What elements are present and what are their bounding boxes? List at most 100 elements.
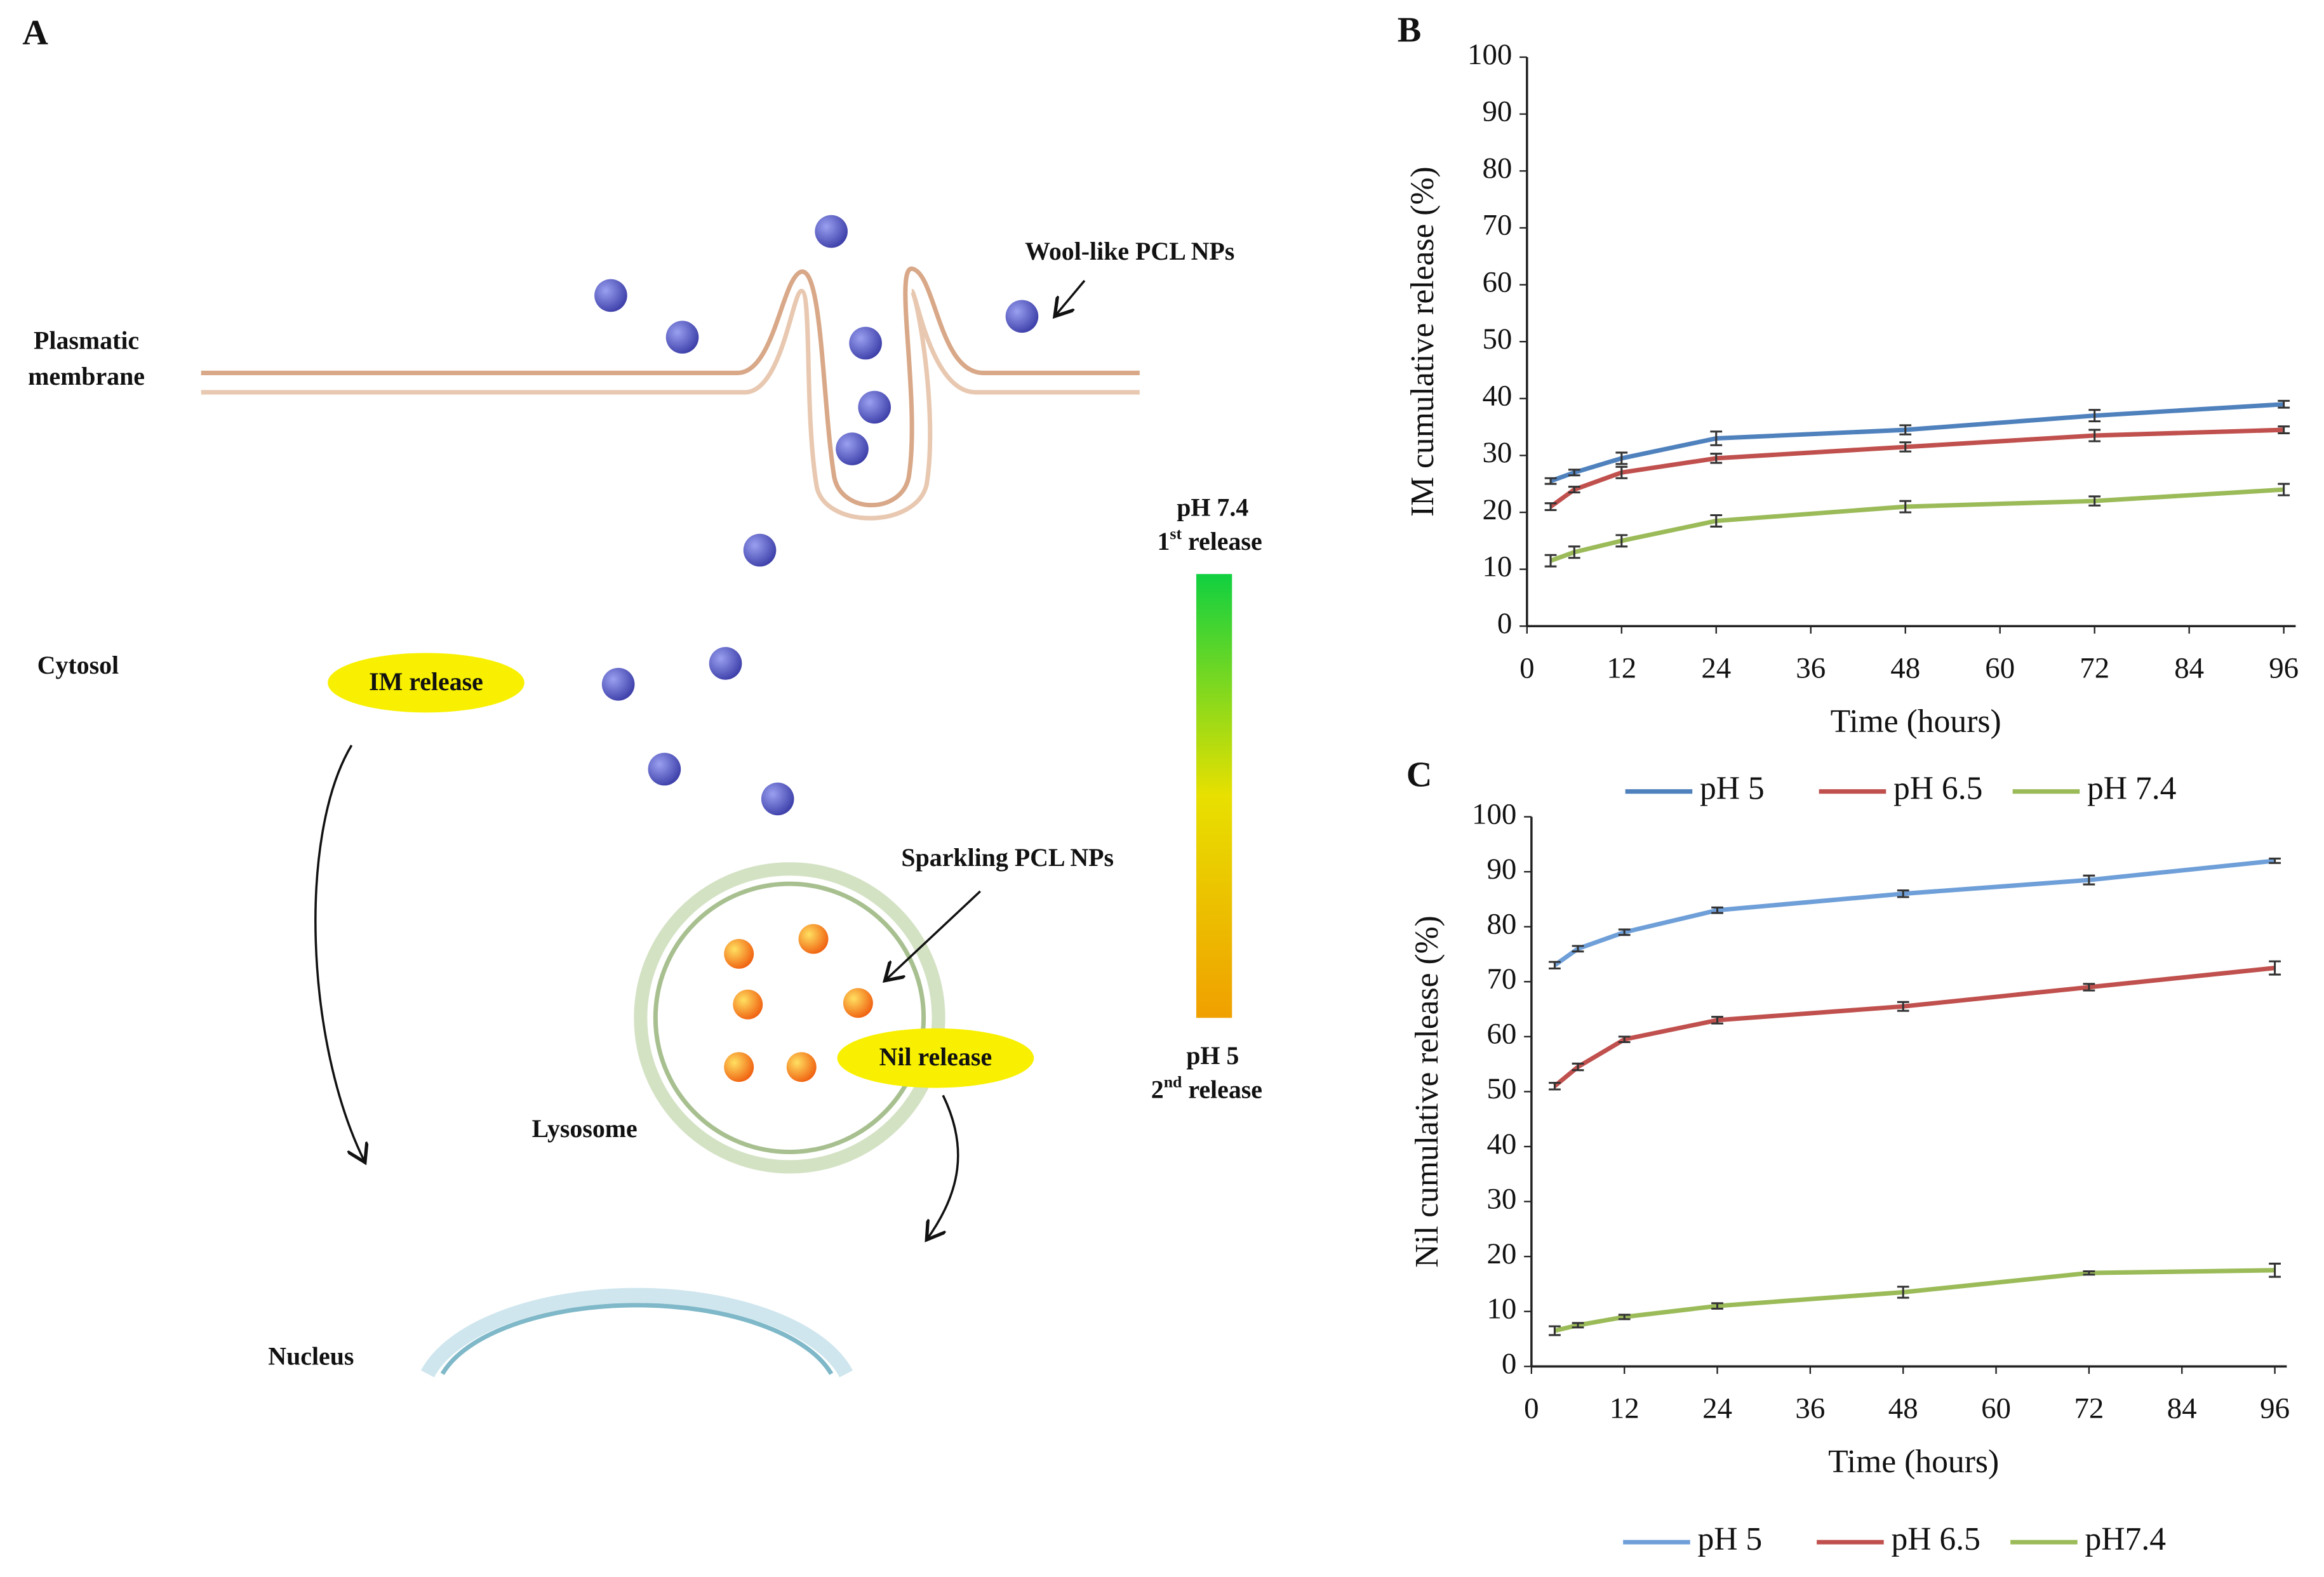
error-bar: [2269, 960, 2281, 976]
error-bar: [1549, 1325, 1561, 1336]
error-bar: [1711, 1302, 1723, 1310]
sparkling-nps: [724, 924, 873, 1082]
y-tick-label: 60: [1482, 265, 1512, 298]
error-bar: [2278, 482, 2290, 496]
y-tick-label: 0: [1502, 1347, 1516, 1380]
series-line: [1553, 858, 2275, 968]
x-tick-label: 12: [1606, 651, 1636, 684]
x-tick-label: 12: [1610, 1392, 1639, 1425]
error-bar: [1568, 486, 1580, 494]
legend-label: pH 6.5: [1891, 1521, 1980, 1557]
error-bar: [1899, 441, 1912, 453]
y-tick-label: 70: [1486, 962, 1516, 995]
y-axis-label: Nil cumulative release (%): [1409, 915, 1445, 1268]
panel-label: B: [1398, 10, 1422, 50]
error-bar: [1618, 1035, 1631, 1044]
error-bar: [1615, 534, 1628, 548]
y-tick-label: 50: [1482, 323, 1512, 356]
error-bar: [1618, 928, 1631, 936]
lysosome-outer: [634, 862, 945, 1174]
x-tick-label: 24: [1702, 1392, 1732, 1425]
nucleus-label: Nucleus: [268, 1342, 354, 1371]
error-bar: [1568, 469, 1580, 477]
error-bar: [2088, 409, 2101, 423]
x-tick-label: 36: [1796, 651, 1826, 684]
legend-label: pH7.4: [2085, 1521, 2166, 1557]
y-tick-label: 80: [1486, 907, 1516, 940]
x-axis-label: Time (hours): [1831, 703, 2001, 740]
error-bar: [1899, 500, 1912, 514]
error-bar: [2088, 429, 2101, 442]
im-release-label: IM release: [369, 667, 483, 696]
error-bar: [1544, 554, 1557, 568]
arrow: [926, 1095, 959, 1240]
chart: C 0 10 20 30 40 50 60 70 80 90 100 0 12 24 36 48 60 72 84 96…: [1406, 755, 2290, 1557]
y-tick-label: 100: [1472, 797, 1516, 830]
first-release-label: 1st release: [1157, 524, 1262, 556]
lysosome-label: Lysosome: [532, 1114, 638, 1143]
x-tick-label: 48: [1888, 1392, 1918, 1425]
y-tick-label: 90: [1482, 95, 1512, 128]
x-tick-label: 48: [1890, 651, 1920, 684]
y-tick-label: 50: [1486, 1072, 1516, 1105]
error-bar: [2083, 874, 2095, 886]
y-tick-label: 100: [1467, 38, 1512, 71]
error-bar: [2269, 857, 2281, 864]
y-tick-label: 20: [1486, 1237, 1516, 1270]
error-bar: [2083, 983, 2095, 992]
error-bar: [1711, 1016, 1723, 1025]
y-tick-label: 60: [1486, 1018, 1516, 1051]
x-tick-label: 36: [1795, 1392, 1825, 1425]
error-bar: [1544, 502, 1557, 511]
error-bar: [1710, 453, 1723, 464]
nil-release-bubble: [837, 1028, 1034, 1088]
x-tick-label: 84: [2167, 1392, 2197, 1425]
cytosol-label: Cytosol: [37, 651, 119, 679]
chart: B 0 10 20 30 40 50 60 70 80 90 100 0 12 24 36 48 60 72 84 96…: [1398, 10, 2299, 806]
x-tick-label: 0: [1524, 1392, 1539, 1425]
x-axis-label: Time (hours): [1828, 1444, 1999, 1480]
x-tick-label: 84: [2174, 651, 2204, 684]
error-bar: [1615, 451, 1628, 465]
x-tick-label: 60: [1985, 651, 2015, 684]
y-tick-label: 90: [1486, 853, 1516, 886]
y-axis-label: IM cumulative release (%): [1405, 166, 1441, 517]
error-bar: [1568, 545, 1580, 559]
membrane-label: membrane: [28, 362, 145, 390]
y-tick-label: 80: [1482, 152, 1512, 185]
y-tick-label: 10: [1482, 550, 1512, 583]
ph-gradient-bar: [1196, 574, 1232, 1018]
error-bar: [1897, 1001, 1909, 1012]
x-tick-label: 0: [1519, 651, 1534, 684]
membrane-label: Plasmatic: [34, 326, 139, 355]
wool-label: Wool-like PCL NPs: [1025, 237, 1234, 265]
y-tick-label: 0: [1497, 607, 1512, 640]
error-bar: [2278, 425, 2290, 434]
ph-high-label: pH 7.4: [1177, 493, 1248, 521]
legend-label: pH 5: [1700, 771, 1765, 807]
sparkling-label: Sparkling PCL NPs: [901, 843, 1114, 872]
ph-low-label: pH 5: [1186, 1041, 1239, 1070]
error-bar: [1710, 514, 1723, 528]
y-tick-label: 40: [1482, 380, 1512, 413]
x-tick-label: 96: [2269, 651, 2299, 684]
error-bar: [1572, 945, 1584, 953]
y-tick-label: 40: [1486, 1128, 1516, 1161]
y-tick-label: 10: [1486, 1293, 1516, 1326]
error-bar: [1897, 889, 1909, 898]
y-tick-label: 20: [1482, 493, 1512, 526]
arrow: [314, 745, 365, 1162]
x-tick-label: 72: [2074, 1392, 2104, 1425]
error-bar: [2269, 1262, 2281, 1278]
legend-label: pH 7.4: [2087, 771, 2177, 807]
nucleus-membrane: [420, 1288, 853, 1378]
panel-label: A: [22, 13, 48, 53]
legend-label: pH 5: [1697, 1521, 1762, 1557]
error-bar: [1572, 1062, 1584, 1072]
error-bar: [1549, 961, 1561, 970]
series-line: [1549, 487, 2284, 563]
wool-nps: [594, 215, 1039, 816]
error-bar: [1549, 1082, 1561, 1091]
membrane-inner: [201, 288, 1140, 521]
